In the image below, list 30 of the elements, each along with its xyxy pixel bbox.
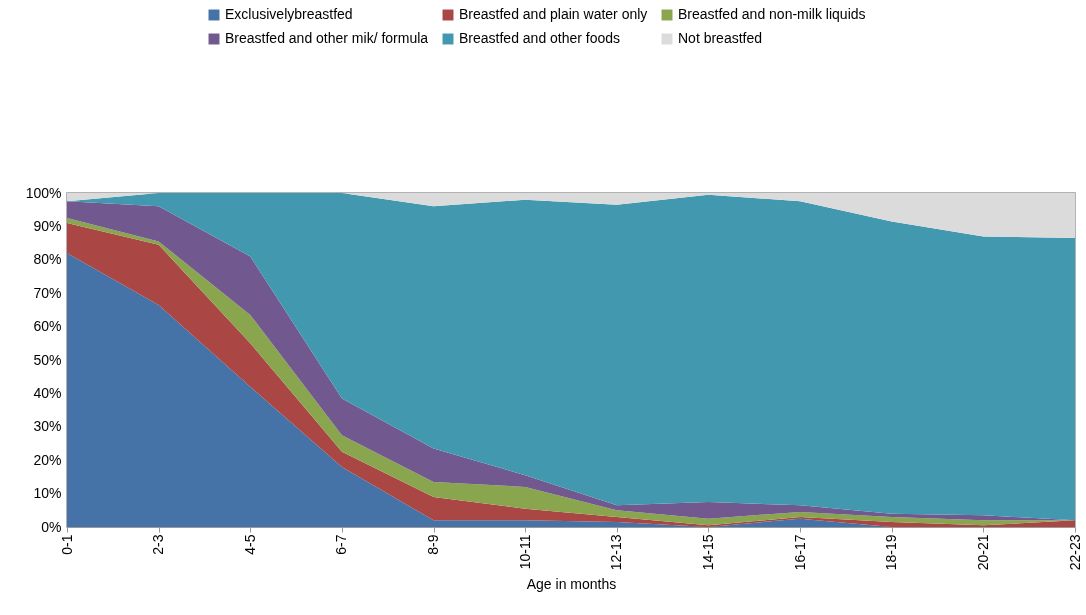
x-tick-label: 2-3 xyxy=(150,534,167,555)
y-tick-label: 30% xyxy=(33,418,62,435)
y-tick-label: 70% xyxy=(33,284,62,301)
x-tick-label: 20-21 xyxy=(974,534,991,571)
x-tick-label: 22-23 xyxy=(1066,534,1083,571)
legend-label: Breastfed and non-milk liquids xyxy=(678,6,866,22)
x-tick-label: 6-7 xyxy=(333,534,350,555)
x-axis-title: Age in months xyxy=(526,576,617,593)
legend-label: Breastfed and other mik/ formula xyxy=(225,30,429,46)
y-tick-label: 20% xyxy=(33,451,62,468)
y-tick-label: 100% xyxy=(25,184,62,201)
y-tick-label: 50% xyxy=(33,351,62,368)
x-tick-label: 12-13 xyxy=(608,534,625,571)
legend-label: Exclusivelybreastfed xyxy=(225,6,353,22)
legend-label: Breastfed and plain water only xyxy=(459,6,648,22)
x-tick-label: 14-15 xyxy=(699,534,716,571)
y-tick-label: 40% xyxy=(33,384,62,401)
legend-label: Breastfed and other foods xyxy=(459,30,621,46)
x-tick-label: 4-5 xyxy=(241,534,258,555)
x-tick-label: 0-1 xyxy=(58,534,75,555)
y-tick-label: 0% xyxy=(41,518,62,535)
legend-label: Not breastfed xyxy=(678,30,763,46)
x-tick-label: 18-19 xyxy=(883,534,900,571)
y-tick-label: 90% xyxy=(33,217,62,234)
y-tick-label: 10% xyxy=(33,485,62,502)
x-tick-label: 16-17 xyxy=(791,534,808,571)
y-tick-label: 60% xyxy=(33,318,62,335)
x-tick-label: 8-9 xyxy=(425,534,442,555)
x-tick-label: 10-11 xyxy=(516,534,533,570)
y-tick-label: 80% xyxy=(33,251,62,268)
